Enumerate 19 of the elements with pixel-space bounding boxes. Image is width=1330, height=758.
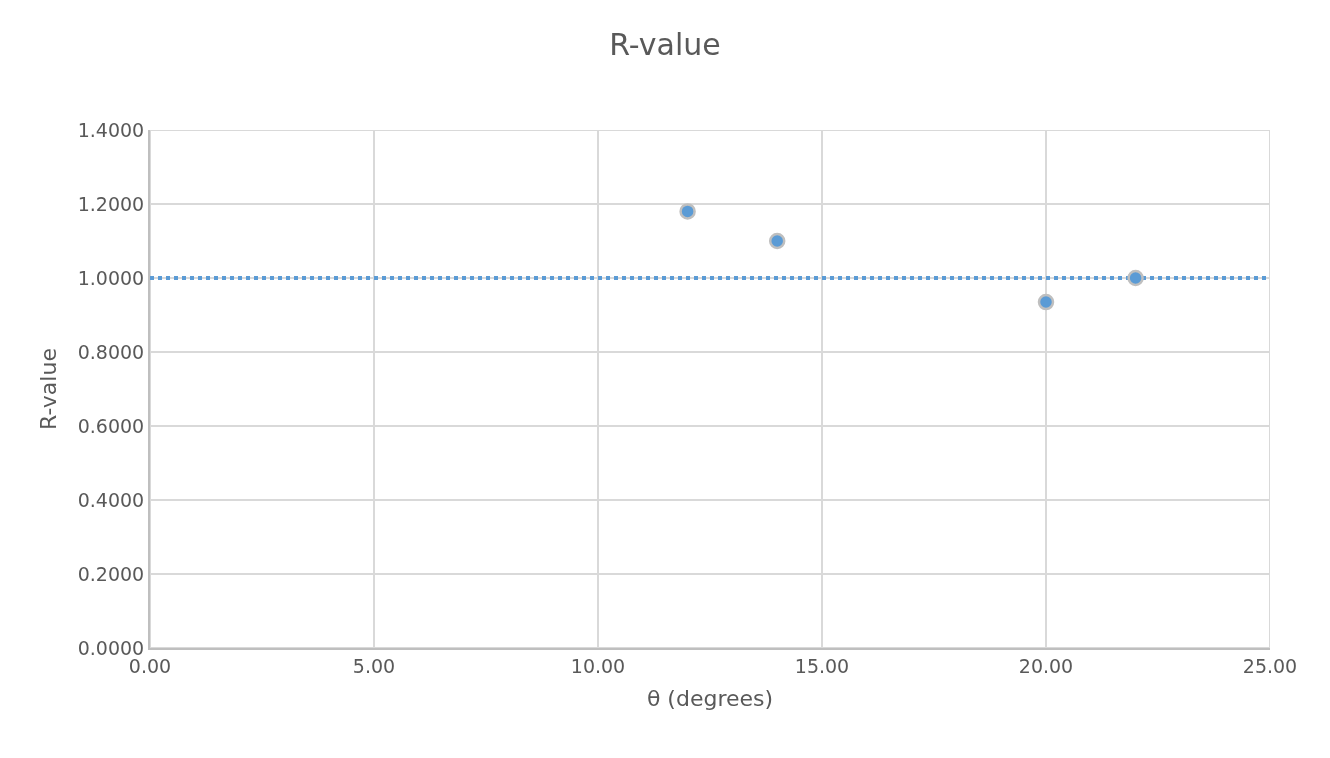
point bbox=[768, 232, 786, 250]
y-axis-title: R-value bbox=[36, 348, 62, 430]
y-tick-label: 1.2000 bbox=[77, 192, 145, 215]
x-tick-label: 25.00 bbox=[1242, 654, 1298, 677]
y-tick-label: 0.8000 bbox=[77, 340, 145, 363]
y-tick-label: 0.2000 bbox=[77, 562, 145, 585]
point bbox=[1127, 269, 1144, 287]
y-tick-label: 1.0000 bbox=[77, 266, 145, 289]
x-tick-label: 5.00 bbox=[352, 654, 396, 677]
x-axis-title: θ (degrees) bbox=[646, 686, 774, 712]
point bbox=[1037, 293, 1055, 311]
y-tick-label: 0.6000 bbox=[77, 414, 145, 437]
x-tick-label: 20.00 bbox=[1018, 654, 1074, 677]
chart-title: R-value bbox=[609, 27, 721, 63]
y-tick-label: 1.4000 bbox=[77, 118, 145, 141]
point bbox=[679, 203, 696, 220]
y-tick-label: 0.4000 bbox=[77, 488, 145, 511]
x-tick-label: 10.00 bbox=[570, 654, 626, 677]
x-tick-label: 15.00 bbox=[794, 654, 850, 677]
